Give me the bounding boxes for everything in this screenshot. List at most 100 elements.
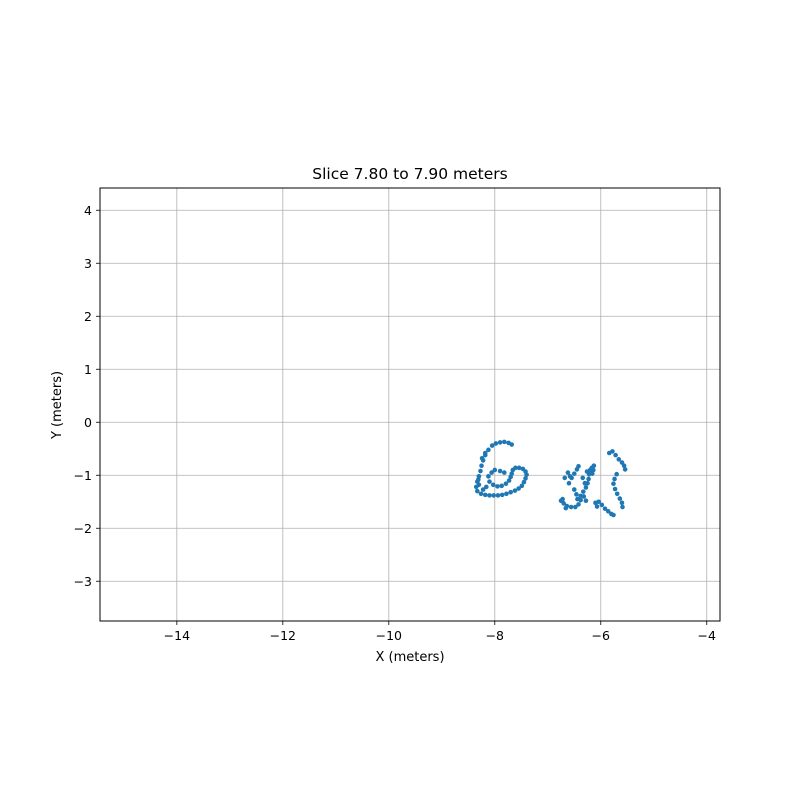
scatter-point bbox=[482, 450, 488, 456]
y-tick-label: 4 bbox=[84, 203, 92, 218]
scatter-point bbox=[576, 502, 581, 507]
scatter-point bbox=[575, 496, 580, 502]
scatter-point bbox=[617, 496, 623, 501]
y-tick-label: −3 bbox=[74, 574, 92, 589]
scatter-point bbox=[612, 476, 617, 482]
scatter-point bbox=[489, 443, 495, 448]
scatter-point bbox=[499, 492, 505, 498]
y-axis-ticks: −3 −2 −1 0 1 2 3 4 bbox=[74, 203, 100, 589]
y-tick-label: 0 bbox=[84, 415, 92, 430]
plot-area bbox=[100, 188, 720, 621]
scatter-point bbox=[482, 492, 488, 498]
scatter-point bbox=[484, 484, 489, 490]
scatter-point bbox=[581, 494, 587, 499]
scatter-point bbox=[479, 455, 485, 461]
scatter-point bbox=[509, 471, 515, 476]
scatter-point bbox=[479, 463, 484, 469]
scatter-point bbox=[523, 476, 528, 481]
x-tick-label: −8 bbox=[486, 628, 504, 643]
scatter-point bbox=[584, 469, 590, 474]
scatter-point bbox=[571, 487, 577, 492]
scatter-point bbox=[612, 486, 618, 492]
scatter-point bbox=[558, 498, 564, 503]
scatter-point bbox=[486, 447, 491, 453]
scatter-point bbox=[565, 470, 571, 475]
scatter-point bbox=[486, 474, 491, 479]
scatter-point bbox=[499, 483, 504, 489]
grid bbox=[100, 188, 720, 621]
scatter-point bbox=[568, 504, 574, 510]
scatter-point bbox=[582, 480, 588, 486]
scatter-point bbox=[521, 479, 527, 485]
scatter-point bbox=[616, 457, 622, 462]
scatter-point bbox=[614, 491, 620, 497]
scatter-point bbox=[476, 477, 481, 482]
scatter-point bbox=[611, 512, 616, 518]
x-tick-label: −10 bbox=[376, 628, 402, 643]
x-tick-label: −14 bbox=[164, 628, 190, 643]
x-tick-label: −4 bbox=[698, 628, 716, 643]
scatter-point bbox=[596, 499, 601, 505]
scatter-point bbox=[583, 485, 589, 490]
scatter-point bbox=[509, 442, 515, 447]
scatter-point bbox=[489, 470, 494, 475]
y-axis-label: Y (meters) bbox=[50, 371, 65, 440]
y-tick-label: −1 bbox=[74, 468, 92, 483]
scatter-point bbox=[566, 480, 572, 486]
scatter-point bbox=[589, 471, 595, 476]
scatter-point bbox=[519, 483, 525, 489]
scatter-point bbox=[594, 504, 600, 509]
scatter-point bbox=[502, 439, 507, 445]
scatter-points bbox=[473, 439, 628, 518]
scatter-point bbox=[495, 484, 500, 489]
x-tick-label: −12 bbox=[270, 628, 296, 643]
scatter-point bbox=[487, 479, 492, 484]
scatter-point bbox=[476, 482, 482, 488]
scatter-point bbox=[574, 492, 579, 497]
scatter-point bbox=[567, 474, 573, 479]
scatter-point bbox=[490, 482, 496, 488]
scatter-point bbox=[586, 476, 591, 482]
plot-frame bbox=[99, 187, 721, 622]
scatter-point bbox=[516, 486, 521, 491]
scatter-point bbox=[605, 508, 611, 514]
chart-title: Slice 7.80 to 7.90 meters bbox=[312, 165, 508, 183]
scatter-point bbox=[571, 471, 577, 476]
scatter-point bbox=[591, 467, 596, 473]
y-tick-label: −2 bbox=[74, 521, 92, 536]
scatter-point bbox=[516, 465, 522, 471]
scatter-point bbox=[506, 478, 512, 483]
scatter-point bbox=[478, 468, 483, 474]
y-tick-label: 2 bbox=[84, 309, 92, 324]
scatter-point bbox=[520, 466, 526, 472]
scatter-point bbox=[620, 504, 625, 510]
scatter-point bbox=[510, 467, 516, 473]
scatter-point bbox=[611, 481, 616, 487]
scatter-point bbox=[493, 441, 499, 446]
x-axis-label: X (meters) bbox=[375, 650, 444, 665]
y-tick-label: 3 bbox=[84, 256, 92, 271]
x-axis-ticks: −14 −12 −10 −8 −6 −4 bbox=[164, 621, 716, 643]
scatter-point bbox=[497, 440, 503, 445]
scatter-point bbox=[487, 493, 492, 498]
scatter-point bbox=[495, 493, 501, 498]
scatter-point bbox=[576, 463, 581, 469]
scatter-point bbox=[614, 471, 619, 477]
scatter-point bbox=[497, 468, 503, 474]
scatter-point bbox=[480, 487, 486, 492]
scatter-point bbox=[573, 504, 578, 510]
scatter-point bbox=[621, 463, 627, 469]
scatter-point bbox=[502, 470, 507, 475]
y-tick-label: 1 bbox=[84, 362, 92, 377]
scatter-point bbox=[491, 493, 497, 498]
scatter-point bbox=[503, 481, 509, 487]
scatter-point bbox=[512, 488, 518, 493]
scatter-point bbox=[492, 467, 498, 473]
scatter-point bbox=[613, 452, 618, 458]
scatter-point bbox=[619, 500, 625, 506]
scatter-point bbox=[622, 467, 628, 472]
scatter-point bbox=[508, 489, 513, 495]
scatter-point bbox=[606, 450, 612, 456]
scatter-point bbox=[580, 489, 586, 494]
